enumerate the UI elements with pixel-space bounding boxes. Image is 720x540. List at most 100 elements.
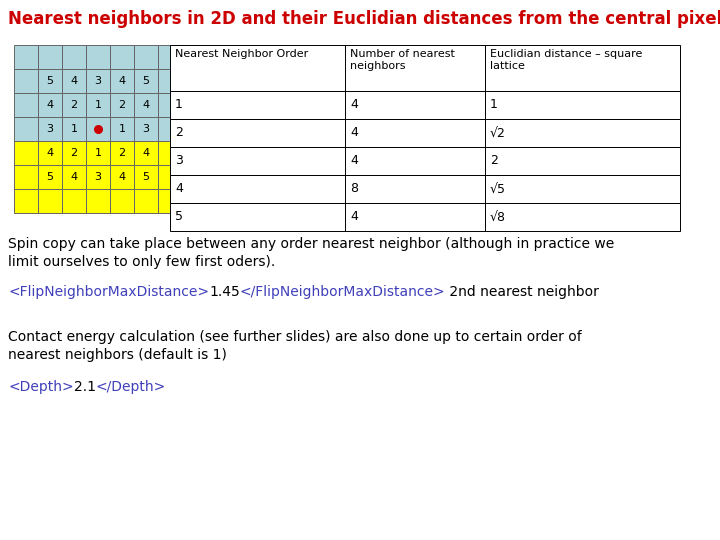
- Text: 1: 1: [94, 100, 102, 110]
- Text: 2nd nearest neighbor: 2nd nearest neighbor: [446, 285, 599, 299]
- Text: 2: 2: [71, 148, 78, 158]
- Text: √5: √5: [490, 183, 506, 195]
- Bar: [62, 189, 86, 213]
- Bar: [158, 69, 182, 93]
- Text: 4: 4: [46, 148, 53, 158]
- Bar: [86, 93, 110, 117]
- Text: 4: 4: [143, 148, 150, 158]
- Bar: [485, 91, 680, 119]
- Bar: [110, 93, 134, 117]
- Bar: [345, 147, 485, 175]
- Text: √2: √2: [490, 126, 506, 139]
- Bar: [170, 119, 345, 147]
- Bar: [38, 45, 62, 69]
- Bar: [170, 175, 345, 203]
- Bar: [14, 117, 38, 141]
- Bar: [110, 165, 134, 189]
- Text: 2: 2: [118, 100, 125, 110]
- Bar: [485, 119, 680, 147]
- Bar: [14, 189, 38, 213]
- Bar: [14, 45, 38, 69]
- Bar: [38, 165, 62, 189]
- Text: Number of nearest
neighbors: Number of nearest neighbors: [350, 49, 455, 71]
- Text: 5: 5: [47, 76, 53, 86]
- Bar: [110, 45, 134, 69]
- Bar: [345, 119, 485, 147]
- Text: 4: 4: [350, 211, 358, 224]
- Text: √8: √8: [490, 211, 506, 224]
- Bar: [134, 117, 158, 141]
- Text: 4: 4: [46, 100, 53, 110]
- Bar: [345, 45, 485, 91]
- Text: 4: 4: [143, 100, 150, 110]
- Text: 5: 5: [175, 211, 183, 224]
- Text: Spin copy can take place between any order nearest neighbor (although in practic: Spin copy can take place between any ord…: [8, 237, 614, 269]
- Bar: [158, 93, 182, 117]
- Text: Contact energy calculation (see further slides) are also done up to certain orde: Contact energy calculation (see further …: [8, 330, 582, 362]
- Bar: [110, 117, 134, 141]
- Text: Euclidian distance – square
lattice: Euclidian distance – square lattice: [490, 49, 642, 71]
- Bar: [485, 203, 680, 231]
- Text: 3: 3: [94, 76, 102, 86]
- Bar: [14, 165, 38, 189]
- Bar: [62, 93, 86, 117]
- Bar: [158, 45, 182, 69]
- Bar: [170, 45, 345, 91]
- Bar: [158, 117, 182, 141]
- Text: 4: 4: [350, 98, 358, 111]
- Text: 5: 5: [143, 172, 150, 182]
- Bar: [62, 141, 86, 165]
- Bar: [62, 165, 86, 189]
- Text: 8: 8: [350, 183, 358, 195]
- Text: 1: 1: [94, 148, 102, 158]
- Text: 4: 4: [71, 172, 78, 182]
- Text: </Depth>: </Depth>: [96, 380, 166, 394]
- Text: 4: 4: [71, 76, 78, 86]
- Text: 3: 3: [175, 154, 183, 167]
- Bar: [134, 93, 158, 117]
- Text: 2: 2: [71, 100, 78, 110]
- Bar: [14, 69, 38, 93]
- Bar: [38, 69, 62, 93]
- Bar: [62, 45, 86, 69]
- Bar: [485, 147, 680, 175]
- Text: <FlipNeighborMaxDistance>: <FlipNeighborMaxDistance>: [8, 285, 209, 299]
- Text: 1: 1: [119, 124, 125, 134]
- Text: 1: 1: [490, 98, 498, 111]
- Bar: [86, 69, 110, 93]
- Bar: [14, 93, 38, 117]
- Text: 4: 4: [118, 76, 125, 86]
- Bar: [485, 175, 680, 203]
- Bar: [158, 165, 182, 189]
- Text: 3: 3: [47, 124, 53, 134]
- Bar: [485, 45, 680, 91]
- Bar: [38, 117, 62, 141]
- Text: 5: 5: [47, 172, 53, 182]
- Text: 1: 1: [175, 98, 183, 111]
- Bar: [134, 141, 158, 165]
- Bar: [38, 93, 62, 117]
- Text: 4: 4: [118, 172, 125, 182]
- Bar: [38, 189, 62, 213]
- Bar: [134, 45, 158, 69]
- Text: <Depth>: <Depth>: [8, 380, 73, 394]
- Bar: [110, 69, 134, 93]
- Text: 2.1: 2.1: [73, 380, 96, 394]
- Bar: [86, 189, 110, 213]
- Text: 4: 4: [350, 154, 358, 167]
- Text: 5: 5: [143, 76, 150, 86]
- Text: 3: 3: [94, 172, 102, 182]
- Bar: [86, 45, 110, 69]
- Text: 2: 2: [175, 126, 183, 139]
- Bar: [14, 141, 38, 165]
- Bar: [170, 91, 345, 119]
- Text: Nearest neighbors in 2D and their Euclidian distances from the central pixel: Nearest neighbors in 2D and their Euclid…: [8, 10, 720, 28]
- Text: Nearest Neighbor Order: Nearest Neighbor Order: [175, 49, 308, 59]
- Bar: [62, 117, 86, 141]
- Bar: [134, 69, 158, 93]
- Bar: [110, 189, 134, 213]
- Text: 1.45: 1.45: [209, 285, 240, 299]
- Text: 1: 1: [71, 124, 78, 134]
- Text: 3: 3: [143, 124, 150, 134]
- Bar: [86, 165, 110, 189]
